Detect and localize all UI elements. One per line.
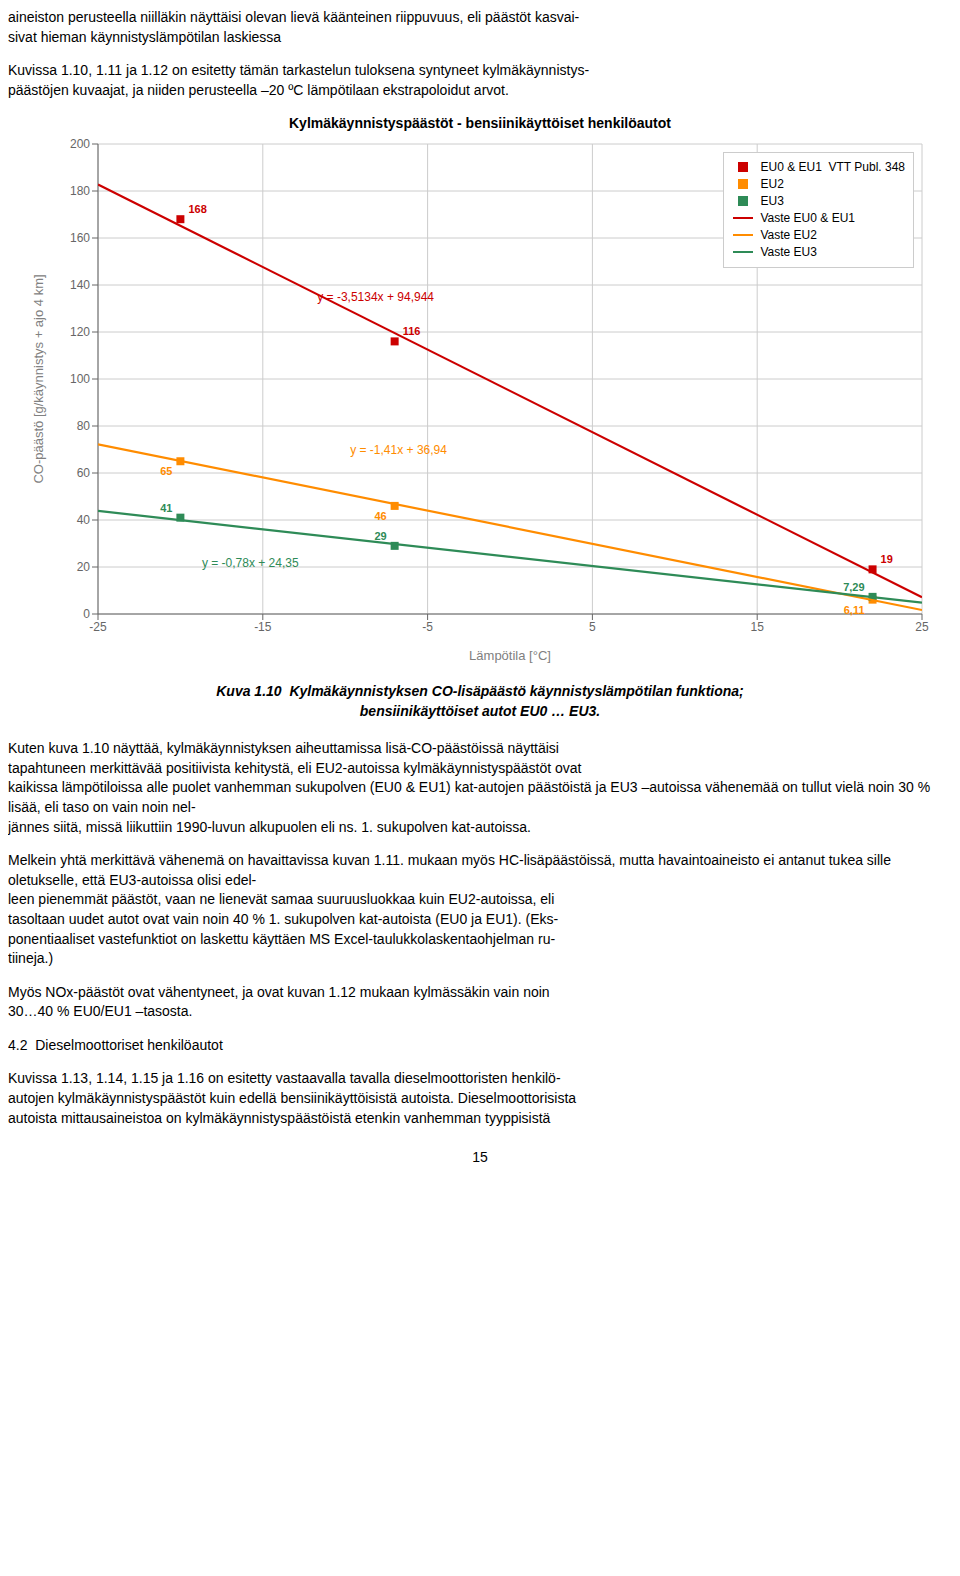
svg-text:19: 19 bbox=[881, 553, 893, 565]
svg-text:25: 25 bbox=[915, 619, 929, 633]
html-text:autojen kylmäkäynnistyspäästöt: autojen kylmäkäynnistyspäästöt kuin edel… bbox=[8, 1090, 577, 1107]
html-text:EU0 & EU1 VTT Publ. 348: EU0 & EU1 VTT Publ. 348 bbox=[760, 160, 905, 174]
svg-text:20: 20 bbox=[77, 560, 91, 574]
svg-text:29: 29 bbox=[374, 530, 386, 542]
svg-text:y = -3,5134x + 94,944: y = -3,5134x + 94,944 bbox=[317, 290, 434, 304]
html-text:Kylmäkäynnistyspäästöt - bensi: Kylmäkäynnistyspäästöt - bensiinikäyttöi… bbox=[289, 115, 671, 132]
html-text:EU2: EU2 bbox=[760, 177, 784, 191]
svg-text:-5: -5 bbox=[422, 619, 433, 633]
html-text:Kuten kuva 1.10 näyttää, kylmä: Kuten kuva 1.10 näyttää, kylmäkäynnistyk… bbox=[8, 740, 559, 757]
html-text:Myös NOx-päästöt ovat vähentyn: Myös NOx-päästöt ovat vähentyneet, ja ov… bbox=[8, 983, 550, 1000]
html-text:Melkein yhtä merkittävä vähene: Melkein yhtä merkittävä vähenemä on hava… bbox=[8, 852, 891, 888]
svg-text:41: 41 bbox=[160, 502, 172, 514]
svg-text:40: 40 bbox=[77, 513, 91, 527]
svg-text:-15: -15 bbox=[254, 619, 272, 633]
svg-text:116: 116 bbox=[403, 325, 421, 337]
svg-text:0: 0 bbox=[83, 607, 90, 621]
svg-text:200: 200 bbox=[70, 137, 90, 151]
html-text:bensiinikäyttöiset autot EU0 …: bensiinikäyttöiset autot EU0 … EU3. bbox=[359, 702, 601, 719]
html-text:leen pienemmät päästöt, vaan n: leen pienemmät päästöt, vaan ne lienevät… bbox=[8, 891, 555, 908]
html-text:autoista mittausaineistoa on k: autoista mittausaineistoa on kylmäkäynni… bbox=[8, 1109, 551, 1126]
html-text:Kuva 1.10 Kylmäkäynnistyksen C: Kuva 1.10 Kylmäkäynnistyksen CO-lisäpääs… bbox=[216, 683, 744, 699]
html-text:jännes siitä, missä liikuttiin: jännes siitä, missä liikuttiin 1990-luvu… bbox=[8, 818, 531, 835]
html-text:4.2 Dieselmoottoriset henkilöa: 4.2 Dieselmoottoriset henkilöautot bbox=[8, 1036, 223, 1053]
html-text:30…40 % EU0/EU1 –tasosta.: 30…40 % EU0/EU1 –tasosta. bbox=[8, 1003, 193, 1020]
html-text:Vaste EU2: Vaste EU2 bbox=[760, 228, 817, 242]
svg-text:y = -1,41x + 36,94: y = -1,41x + 36,94 bbox=[350, 443, 447, 457]
html-text:15: 15 bbox=[472, 1149, 488, 1166]
svg-text:140: 140 bbox=[70, 278, 90, 292]
svg-text:15: 15 bbox=[751, 619, 765, 633]
svg-text:60: 60 bbox=[77, 466, 91, 480]
html-text:kaikissa lämpötiloissa alle pu: kaikissa lämpötiloissa alle puolet vanhe… bbox=[8, 779, 931, 815]
html-text:sivat hieman käynnistyslämpöti: sivat hieman käynnistyslämpötilan laskie… bbox=[8, 28, 282, 45]
svg-text:5: 5 bbox=[589, 619, 596, 633]
svg-text:65: 65 bbox=[160, 465, 172, 477]
html-text:Vaste EU3: Vaste EU3 bbox=[760, 245, 817, 259]
svg-text:168: 168 bbox=[188, 203, 206, 215]
html-text:tapahtuneen merkittävää positi: tapahtuneen merkittävää positiivista keh… bbox=[8, 759, 582, 776]
svg-text:160: 160 bbox=[70, 231, 90, 245]
html-text:Vaste EU0 & EU1: Vaste EU0 & EU1 bbox=[760, 211, 855, 225]
html-text:EU3: EU3 bbox=[760, 194, 784, 208]
svg-text:46: 46 bbox=[374, 510, 386, 522]
svg-text:100: 100 bbox=[70, 372, 90, 386]
svg-text:y = -0,78x + 24,35: y = -0,78x + 24,35 bbox=[202, 556, 299, 570]
svg-text:CO-päästö [g/käynnistys + ajo: CO-päästö [g/käynnistys + ajo 4 km] bbox=[31, 274, 46, 483]
svg-text:7,29: 7,29 bbox=[843, 581, 864, 593]
svg-text:120: 120 bbox=[70, 325, 90, 339]
svg-text:Lämpötila [°C]: Lämpötila [°C] bbox=[469, 648, 551, 663]
html-text:Kuvissa 1.13, 1.14, 1.15 ja 1.: Kuvissa 1.13, 1.14, 1.15 ja 1.16 on esit… bbox=[8, 1070, 561, 1087]
svg-text:-25: -25 bbox=[89, 619, 107, 633]
svg-text:180: 180 bbox=[70, 184, 90, 198]
svg-text:6,11: 6,11 bbox=[844, 604, 865, 616]
html-text:Kuvissa 1.10, 1.11 ja 1.12 on: Kuvissa 1.10, 1.11 ja 1.12 on esitetty t… bbox=[8, 62, 590, 79]
html-text:tasoltaan uudet autot ovat vai: tasoltaan uudet autot ovat vain noin 40 … bbox=[8, 910, 559, 927]
html-text:aineiston perusteella niilläki: aineiston perusteella niilläkin näyttäis… bbox=[8, 9, 580, 25]
html-text:päästöjen kuvaajat, ja niiden: päästöjen kuvaajat, ja niiden perusteell… bbox=[8, 81, 509, 98]
svg-text:80: 80 bbox=[77, 419, 91, 433]
html-text:tiineja.): tiineja.) bbox=[8, 950, 54, 967]
html-text:ponentiaaliset vastefunktiot o: ponentiaaliset vastefunktiot on laskettu… bbox=[8, 930, 556, 947]
